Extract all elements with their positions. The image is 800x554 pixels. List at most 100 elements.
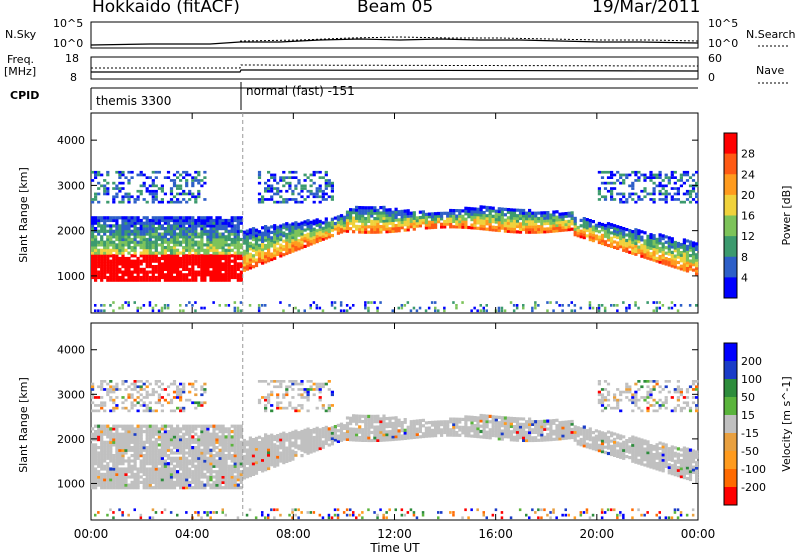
echo-cell: [172, 278, 177, 282]
echo-cell: [251, 440, 256, 444]
echo-cell: [133, 486, 137, 490]
echo-cell: [549, 218, 553, 223]
echo-cell: [209, 454, 213, 458]
echo-cell: [136, 467, 140, 471]
echo-cell: [613, 226, 617, 230]
echo-cell: [109, 304, 112, 307]
echo-cell: [288, 450, 292, 454]
echo-cell: [200, 273, 204, 277]
echo-cell: [176, 435, 180, 439]
echo-cell: [676, 189, 680, 193]
echo-cell: [169, 486, 174, 490]
echo-cell: [133, 200, 137, 204]
echo-cell: [160, 438, 164, 442]
echo-cell: [515, 224, 520, 229]
echo-cell: [567, 214, 571, 218]
echo-cell: [270, 189, 274, 193]
echo-cell: [236, 278, 240, 282]
echo-cell: [418, 435, 422, 439]
echo-cell: [300, 437, 304, 442]
echo-cell: [233, 430, 237, 434]
echo-cell: [209, 275, 213, 280]
echo-cell: [591, 306, 595, 310]
echo-cell: [194, 380, 198, 383]
echo-cell: [497, 215, 501, 219]
echo-cell: [194, 235, 198, 239]
echo-cell: [200, 259, 204, 263]
echo-cell: [300, 237, 304, 241]
echo-cell: [254, 228, 259, 232]
echo-cell: [276, 439, 280, 443]
echo-cell: [467, 206, 471, 211]
echo-cell: [154, 216, 158, 220]
echo-cell: [103, 218, 107, 223]
echo-cell: [182, 435, 186, 439]
echo-cell: [610, 236, 614, 240]
echo-cell: [333, 513, 337, 517]
echo-cell: [182, 218, 186, 223]
echo-cell: [540, 222, 544, 226]
echo-cell: [121, 470, 125, 474]
echo-cell: [339, 425, 344, 429]
echo-cell: [276, 393, 280, 397]
echo-cell: [324, 409, 328, 413]
echo-cell: [270, 444, 274, 448]
echo-cell: [282, 309, 285, 313]
echo-cell: [115, 438, 119, 442]
echo-cell: [385, 425, 389, 429]
echo-cell: [291, 380, 295, 383]
echo-cell: [230, 221, 234, 225]
echo-cell: [188, 189, 192, 193]
echo-cell: [394, 437, 398, 441]
echo-cell: [121, 440, 125, 444]
echo-cell: [522, 225, 526, 229]
echo-cell: [100, 388, 104, 391]
echo-cell: [188, 475, 192, 479]
echo-cell: [267, 251, 271, 255]
echo-cell: [327, 404, 331, 407]
echo-cell: [172, 251, 177, 255]
echo-cell: [139, 262, 143, 266]
echo-cell: [166, 200, 171, 204]
echo-cell: [121, 224, 125, 228]
echo-cell: [667, 176, 671, 179]
echo-cell: [194, 232, 198, 236]
echo-cell: [139, 393, 143, 397]
echo-cell: [197, 443, 201, 447]
echo-cell: [182, 480, 186, 484]
echo-cell: [309, 511, 312, 514]
echo-cell: [236, 446, 240, 450]
echo-cell: [203, 224, 207, 228]
echo-cell: [194, 254, 198, 258]
echo-cell: [106, 278, 110, 282]
echo-cell: [330, 223, 334, 227]
echo-cell: [179, 438, 183, 442]
echo-cell: [160, 227, 164, 231]
echo-cell: [664, 259, 668, 263]
echo-cell: [218, 454, 222, 458]
echo-cell: [188, 273, 192, 277]
echo-cell: [352, 513, 355, 517]
echo-cell: [151, 227, 155, 231]
echo-cell: [297, 225, 301, 229]
echo-cell: [145, 406, 149, 410]
echo-cell: [233, 478, 237, 482]
echo-cell: [124, 237, 128, 242]
echo-cell: [676, 260, 680, 265]
echo-cell: [640, 251, 644, 256]
echo-cell: [500, 221, 504, 225]
echo-cell: [664, 189, 668, 193]
echo-cell: [109, 409, 113, 413]
echo-cell: [239, 443, 243, 447]
echo-cell: [221, 511, 224, 514]
echo-cell: [549, 224, 553, 228]
echo-cell: [203, 221, 207, 225]
echo-cell: [606, 243, 611, 248]
echo-cell: [169, 229, 174, 233]
echo-cell: [182, 235, 186, 239]
echo-cell: [652, 189, 656, 193]
echo-cell: [364, 225, 368, 229]
echo-cell: [267, 242, 271, 246]
echo-cell: [318, 219, 322, 223]
echo-cell: [655, 173, 659, 177]
